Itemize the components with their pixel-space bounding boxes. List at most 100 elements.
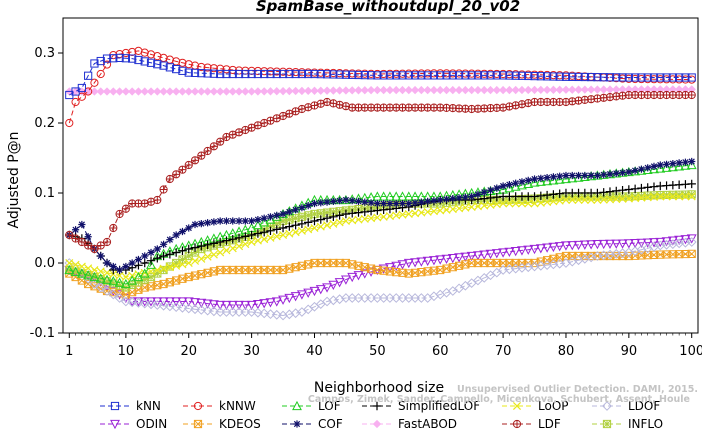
point-cof xyxy=(191,220,199,229)
point-fastabod xyxy=(530,85,539,95)
point-knn xyxy=(77,83,86,93)
point-ldf xyxy=(146,197,156,206)
point-odin xyxy=(642,238,653,248)
point-odin xyxy=(422,256,433,267)
point-knn xyxy=(410,71,420,80)
point-fastabod xyxy=(586,85,596,94)
point-fastabod xyxy=(178,87,187,96)
point-knn xyxy=(379,71,388,80)
point-ldof xyxy=(649,241,659,252)
point-loop xyxy=(203,252,212,261)
point-knn xyxy=(631,73,640,82)
point-cof xyxy=(637,165,646,173)
point-fastabod xyxy=(329,86,338,95)
point-lof xyxy=(259,217,270,227)
point-cof xyxy=(354,197,363,205)
point-knnw xyxy=(128,47,137,57)
point-knn xyxy=(291,69,300,79)
watermark: Unsupervised Outlier Detection. DAMI, 20… xyxy=(308,384,698,405)
point-ldof xyxy=(271,309,282,320)
point-fastabod xyxy=(96,87,105,96)
point-loop xyxy=(304,225,313,234)
point-simplifiedlof xyxy=(492,193,502,202)
point-simplifiedlof xyxy=(266,226,275,235)
point-knn xyxy=(624,73,633,82)
point-inflo xyxy=(304,211,313,220)
point-inflo xyxy=(109,279,118,288)
point-cof xyxy=(543,174,551,182)
point-fastabod xyxy=(423,85,432,95)
point-odin xyxy=(152,297,163,307)
point-cof xyxy=(574,171,583,180)
point-simplifiedlof xyxy=(555,189,564,198)
point-knn xyxy=(134,55,143,65)
point-cof xyxy=(600,171,608,179)
point-simplifiedlof xyxy=(536,191,546,200)
point-odin xyxy=(215,300,226,311)
point-simplifiedlof xyxy=(197,242,206,251)
point-loop xyxy=(681,192,690,201)
point-cof xyxy=(549,173,557,181)
point-cof xyxy=(115,266,124,274)
point-simplifiedlof xyxy=(297,219,307,228)
point-knn xyxy=(329,70,338,79)
point-knn xyxy=(473,71,483,80)
point-odin xyxy=(454,253,465,263)
point-knn xyxy=(128,54,137,63)
point-fastabod xyxy=(341,86,351,95)
point-ldof xyxy=(252,307,263,318)
point-inflo xyxy=(146,272,156,282)
point-odin xyxy=(183,297,194,307)
point-knn xyxy=(612,73,621,82)
point-cof xyxy=(405,199,413,208)
point-ldof xyxy=(95,282,106,293)
point-knn xyxy=(662,73,671,82)
point-cof xyxy=(128,259,136,267)
point-knnw xyxy=(134,46,143,56)
point-odin xyxy=(535,244,546,254)
point-simplifiedlof xyxy=(241,232,250,241)
legend-marker xyxy=(292,400,302,411)
point-simplifiedlof xyxy=(190,243,200,252)
point-cof xyxy=(71,226,80,234)
point-knn xyxy=(172,65,181,74)
point-ldof xyxy=(102,286,112,296)
point-knn xyxy=(649,73,659,82)
point-odin xyxy=(208,300,219,310)
point-fastabod xyxy=(580,85,589,94)
legend-label: kNNW xyxy=(219,399,256,413)
point-fastabod xyxy=(599,85,608,94)
legend-marker xyxy=(193,401,203,411)
point-fastabod xyxy=(373,85,382,95)
point-ldf xyxy=(297,104,307,114)
point-ldof xyxy=(202,305,213,316)
point-knn xyxy=(643,73,652,82)
y-tick-label: 0.0 xyxy=(34,256,55,271)
point-odin xyxy=(655,237,666,248)
point-knn xyxy=(486,71,495,80)
point-cof xyxy=(631,167,639,175)
point-simplifiedlof xyxy=(618,186,627,195)
point-fastabod xyxy=(322,86,332,95)
legend-marker xyxy=(372,401,382,411)
point-knnw xyxy=(90,78,99,87)
point-simplifiedlof xyxy=(234,233,244,242)
point-ldf xyxy=(153,195,162,205)
series-simplifiedlof xyxy=(65,179,696,275)
point-fastabod xyxy=(366,86,376,95)
point-ldf xyxy=(140,199,149,208)
point-fastabod xyxy=(134,87,143,96)
point-odin xyxy=(397,260,408,270)
point-ldf xyxy=(77,237,86,247)
point-ldf xyxy=(165,174,174,184)
point-odin xyxy=(202,299,213,309)
point-cof xyxy=(461,193,469,201)
point-loop xyxy=(524,199,533,208)
point-lof xyxy=(674,161,685,171)
point-knn xyxy=(442,71,451,80)
point-fastabod xyxy=(184,87,193,96)
point-ldof xyxy=(686,237,697,247)
point-knn xyxy=(392,71,401,80)
point-knnw xyxy=(71,97,80,107)
